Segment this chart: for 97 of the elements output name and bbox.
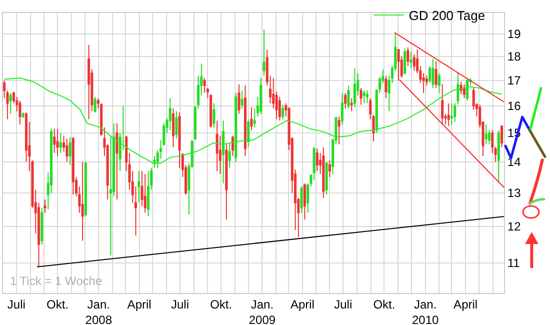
candlestick bbox=[460, 81, 462, 95]
candlestick bbox=[322, 146, 325, 198]
candlestick bbox=[244, 84, 246, 156]
candlestick bbox=[450, 102, 453, 126]
candlestick bbox=[454, 102, 456, 122]
candlestick bbox=[247, 118, 250, 148]
candlestick bbox=[94, 96, 96, 114]
candlestick bbox=[282, 104, 284, 120]
y-tick-label: 16 bbox=[507, 99, 522, 114]
x-tick-label: Okt. bbox=[46, 297, 69, 312]
candlestick bbox=[22, 112, 24, 118]
candlestick bbox=[59, 132, 62, 154]
candlestick bbox=[262, 28, 266, 76]
candlestick bbox=[432, 58, 434, 88]
x-tick-label: Jan. 2008 bbox=[85, 297, 112, 325]
annotation: 1 Tick = 1 Woche bbox=[10, 274, 102, 288]
candlestick bbox=[68, 136, 72, 166]
candlestick bbox=[362, 90, 366, 104]
candlestick bbox=[72, 136, 74, 196]
candlestick bbox=[260, 78, 262, 114]
candlestick bbox=[441, 84, 444, 126]
candlestick bbox=[234, 92, 238, 162]
candlestick bbox=[144, 174, 146, 214]
candlestick bbox=[168, 98, 172, 131]
candlestick bbox=[328, 160, 331, 178]
x-tick-label: Jan. 2010 bbox=[412, 297, 440, 325]
x-tick-label: April bbox=[454, 297, 478, 312]
candlestick bbox=[340, 92, 344, 126]
y-tick-label: 19 bbox=[507, 27, 522, 42]
x-tick-label: Juli bbox=[170, 297, 189, 312]
candlestick bbox=[360, 87, 362, 106]
candlestick bbox=[456, 72, 460, 106]
candlestick bbox=[44, 198, 46, 214]
candlestick bbox=[175, 110, 178, 140]
candlestick bbox=[412, 54, 416, 72]
candlestick bbox=[225, 144, 228, 220]
x-tick-label: April bbox=[290, 297, 314, 312]
y-tick-label: 14 bbox=[507, 155, 522, 170]
candlestick bbox=[384, 75, 388, 99]
candlestick bbox=[238, 84, 240, 114]
candlestick bbox=[406, 46, 410, 66]
candlestick bbox=[353, 68, 356, 108]
candlestick bbox=[222, 120, 225, 184]
candlestick bbox=[484, 124, 488, 145]
candlestick bbox=[53, 128, 56, 154]
candlestick bbox=[300, 186, 303, 214]
x-tick-label: April bbox=[127, 297, 152, 312]
candlestick bbox=[350, 98, 353, 112]
candlestick bbox=[138, 170, 140, 204]
candlestick bbox=[303, 182, 306, 220]
y-tick-label: 17 bbox=[507, 74, 522, 88]
candlestick bbox=[240, 90, 244, 110]
candlestick bbox=[344, 92, 347, 110]
candlestick bbox=[146, 170, 150, 217]
candlestick bbox=[212, 102, 216, 128]
candlestick bbox=[404, 48, 406, 75]
legend-label: GD 200 Tage bbox=[408, 8, 486, 24]
candlestick bbox=[116, 122, 118, 200]
candlestick bbox=[9, 92, 12, 114]
candlestick bbox=[397, 49, 400, 81]
candlestick bbox=[88, 44, 90, 120]
x-tick-label: Jan. 2009 bbox=[248, 297, 276, 325]
candlestick bbox=[250, 106, 253, 131]
x-tick-label: Juli bbox=[334, 297, 352, 312]
candlestick bbox=[410, 51, 412, 69]
candlestick bbox=[66, 138, 68, 162]
candlestick bbox=[203, 78, 206, 94]
candlestick bbox=[347, 84, 350, 110]
x-tick-label: Okt. bbox=[210, 297, 232, 312]
y-tick-label: 12 bbox=[507, 220, 522, 234]
candlestick bbox=[216, 120, 218, 172]
candlestick bbox=[228, 142, 231, 168]
y-tick-label: 18 bbox=[507, 50, 522, 64]
candlestick bbox=[231, 135, 234, 156]
candlestick bbox=[81, 161, 84, 242]
candlestick bbox=[325, 161, 328, 196]
candlestick bbox=[18, 100, 22, 126]
candlestick bbox=[500, 126, 504, 148]
candlestick bbox=[462, 84, 466, 99]
y-tick-label: 13 bbox=[507, 186, 522, 200]
candlestick bbox=[497, 130, 500, 182]
candlestick bbox=[434, 60, 438, 88]
candlestick bbox=[316, 148, 318, 172]
x-tick-label: Okt. bbox=[373, 297, 396, 312]
candlestick bbox=[366, 90, 369, 104]
candlestick bbox=[84, 161, 87, 217]
x-tick-label: Juli bbox=[7, 297, 26, 312]
candlestick bbox=[438, 72, 440, 94]
candlestick bbox=[40, 207, 44, 245]
candlestick bbox=[447, 102, 450, 127]
candlestick bbox=[338, 116, 340, 145]
line-series bbox=[4, 78, 502, 164]
candlestick bbox=[278, 96, 281, 122]
candlestick bbox=[466, 78, 469, 102]
candlestick bbox=[172, 108, 175, 148]
y-tick-label: 11 bbox=[507, 256, 520, 270]
candlestick bbox=[56, 128, 59, 156]
